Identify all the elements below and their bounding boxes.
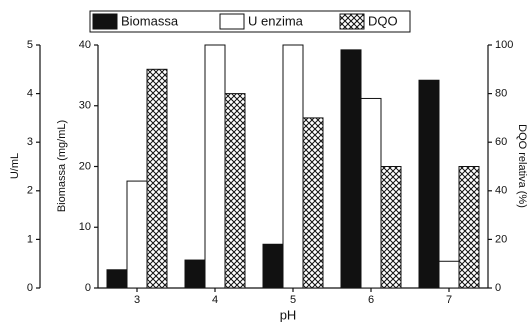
legend-swatch xyxy=(219,13,245,30)
y-tick-label: 30 xyxy=(79,100,91,112)
bar xyxy=(146,68,168,289)
bar xyxy=(204,44,226,289)
x-tick-label: 3 xyxy=(134,294,140,306)
y2-tick-label: 40 xyxy=(495,185,507,197)
y2-axis-label: DQO relativa (%) xyxy=(516,124,528,208)
legend-label: U enzima xyxy=(248,13,304,28)
y-tick-label: 20 xyxy=(79,160,91,172)
x-tick-label: 4 xyxy=(212,294,218,306)
y-tick-label: 40 xyxy=(79,39,91,51)
y2-tick-label: 100 xyxy=(495,39,513,51)
legend-box xyxy=(89,10,411,33)
y2-tick-label: 0 xyxy=(495,282,501,294)
y3-tick-label: 2 xyxy=(27,185,33,197)
bar xyxy=(360,97,382,289)
legend-swatch xyxy=(92,13,118,30)
legend-label: Biomassa xyxy=(121,13,179,28)
y3-tick-label: 1 xyxy=(27,233,33,245)
y3-axis-label: U/mL xyxy=(9,153,21,179)
y2-tick-label: 20 xyxy=(495,233,507,245)
bar xyxy=(282,44,304,289)
y-axis-label: Biomassa (mg/mL) xyxy=(56,120,68,212)
legend-swatch xyxy=(339,13,365,30)
bar xyxy=(224,93,246,289)
bar xyxy=(302,117,324,289)
bar xyxy=(380,166,402,289)
bar xyxy=(106,269,128,289)
bar xyxy=(184,259,206,289)
y2-tick-label: 60 xyxy=(495,136,507,148)
y3-tick-label: 3 xyxy=(27,136,33,148)
bar xyxy=(438,260,460,289)
x-tick-label: 5 xyxy=(290,294,296,306)
y3-tick-label: 5 xyxy=(27,39,33,51)
y3-tick-label: 0 xyxy=(27,282,33,294)
bar xyxy=(418,79,440,289)
x-tick-label: 6 xyxy=(368,294,374,306)
x-axis-label: pH xyxy=(280,307,297,322)
bar xyxy=(340,49,362,289)
x-tick-label: 7 xyxy=(446,294,452,306)
y3-tick-label: 4 xyxy=(27,88,33,100)
bar xyxy=(458,166,480,289)
bar xyxy=(262,243,284,289)
y-tick-label: 0 xyxy=(85,282,91,294)
y2-tick-label: 80 xyxy=(495,88,507,100)
y-tick-label: 10 xyxy=(79,221,91,233)
legend-label: DQO xyxy=(368,13,398,28)
bar xyxy=(126,180,148,289)
